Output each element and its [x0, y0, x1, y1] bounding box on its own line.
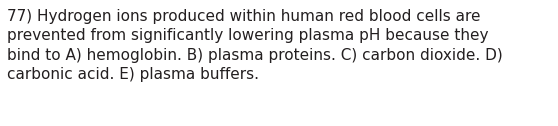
Text: 77) Hydrogen ions produced within human red blood cells are
prevented from signi: 77) Hydrogen ions produced within human … — [7, 9, 502, 83]
